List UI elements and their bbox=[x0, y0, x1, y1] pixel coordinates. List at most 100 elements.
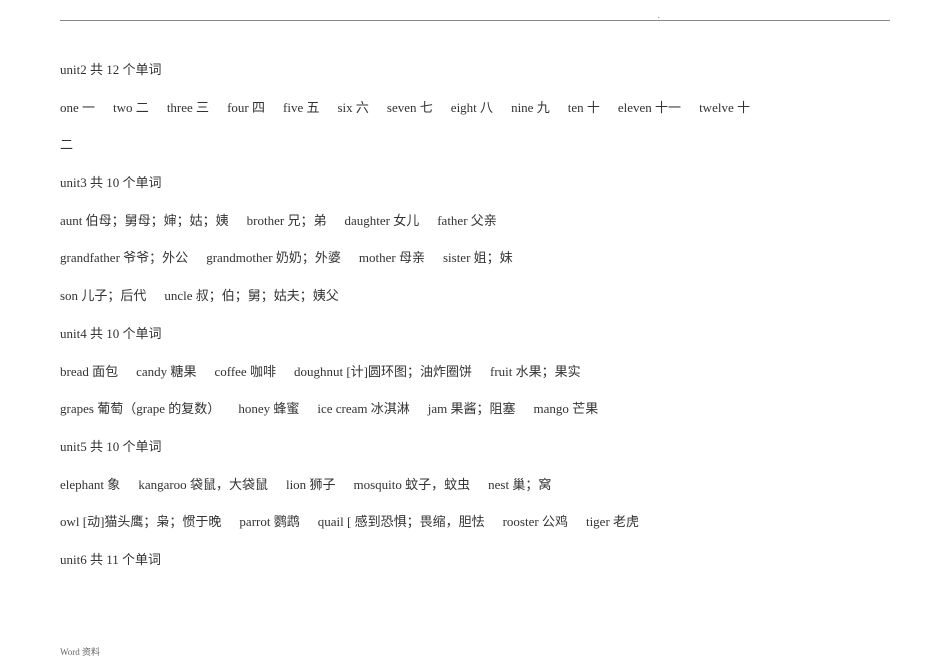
vocab-word: father bbox=[437, 213, 467, 228]
vocab-line: one 一two 二three 三four 四five 五six 六seven … bbox=[60, 89, 890, 127]
vocab-entry: eleven 十一 bbox=[618, 100, 681, 115]
vocab-entry: owl [动]猫头鹰；枭；惯于晚 bbox=[60, 514, 221, 529]
vocab-def: 冰淇淋 bbox=[371, 401, 410, 416]
vocab-word: mother bbox=[359, 250, 396, 265]
vocab-word: jam bbox=[428, 401, 448, 416]
vocab-def: 十 bbox=[587, 100, 600, 115]
vocab-word: nine bbox=[511, 100, 533, 115]
vocab-def: 姐；妹 bbox=[474, 250, 513, 265]
vocab-entry: nest 巢；窝 bbox=[488, 477, 551, 492]
content-body: unit2 共 12 个单词 one 一two 二three 三four 四fi… bbox=[60, 51, 890, 579]
vocab-word: son bbox=[60, 288, 78, 303]
vocab-def: 女儿 bbox=[393, 213, 419, 228]
vocab-def: 糖果 bbox=[170, 364, 196, 379]
vocab-def: 奶奶；外婆 bbox=[276, 250, 341, 265]
vocab-word: bread bbox=[60, 364, 89, 379]
vocab-def: 六 bbox=[356, 100, 369, 115]
vocab-def: 面包 bbox=[92, 364, 118, 379]
vocab-def: 公鸡 bbox=[542, 514, 568, 529]
vocab-def: 水果；果实 bbox=[516, 364, 581, 379]
vocab-word: daughter bbox=[344, 213, 389, 228]
vocab-word: nest bbox=[488, 477, 509, 492]
vocab-word: six bbox=[337, 100, 352, 115]
vocab-word: grandfather bbox=[60, 250, 120, 265]
vocab-word: honey bbox=[238, 401, 270, 416]
vocab-def: 十一 bbox=[655, 100, 681, 115]
vocab-entry: aunt 伯母；舅母；婶；姑；姨 bbox=[60, 213, 229, 228]
vocab-word: mango bbox=[534, 401, 569, 416]
vocab-def: [动]猫头鹰；枭；惯于晚 bbox=[83, 514, 222, 529]
vocab-entry: four 四 bbox=[227, 100, 265, 115]
vocab-def: 二 bbox=[136, 100, 149, 115]
vocab-def: 母亲 bbox=[399, 250, 425, 265]
vocab-word: mosquito bbox=[353, 477, 401, 492]
vocab-word: twelve bbox=[699, 100, 734, 115]
vocab-def: 十 bbox=[737, 100, 750, 115]
vocab-def: [计]圆环图；油炸圈饼 bbox=[346, 364, 472, 379]
vocab-word: three bbox=[167, 100, 193, 115]
vocab-def: 叔；伯；舅；姑夫；姨父 bbox=[196, 288, 339, 303]
vocab-entry: tiger 老虎 bbox=[586, 514, 639, 529]
vocab-entry: jam 果酱；阻塞 bbox=[428, 401, 516, 416]
vocab-word: kangaroo bbox=[138, 477, 186, 492]
vocab-def: 果酱；阻塞 bbox=[451, 401, 516, 416]
vocab-entry: mosquito 蚊子，蚊虫 bbox=[353, 477, 470, 492]
vocab-word: eleven bbox=[618, 100, 652, 115]
vocab-def: [ 感到恐惧；畏缩，胆怯 bbox=[347, 514, 485, 529]
vocab-entry: ten 十 bbox=[568, 100, 600, 115]
vocab-def: 七 bbox=[420, 100, 433, 115]
vocab-entry: mother 母亲 bbox=[359, 250, 425, 265]
vocab-def: 老虎 bbox=[613, 514, 639, 529]
vocab-entry: uncle 叔；伯；舅；姑夫；姨父 bbox=[164, 288, 338, 303]
vocab-word: candy bbox=[136, 364, 167, 379]
vocab-entry: seven 七 bbox=[387, 100, 433, 115]
unit-title: unit6 共 11 个单词 bbox=[60, 541, 890, 579]
vocab-entry: kangaroo 袋鼠，大袋鼠 bbox=[138, 477, 268, 492]
vocab-line: bread 面包candy 糖果coffee 咖啡doughnut [计]圆环图… bbox=[60, 353, 890, 391]
vocab-entry: parrot 鹦鹉 bbox=[239, 514, 299, 529]
vocab-entry: 二 bbox=[60, 137, 73, 152]
vocab-def: 爷爷；外公 bbox=[123, 250, 188, 265]
vocab-entry: mango 芒果 bbox=[534, 401, 599, 416]
vocab-word: doughnut bbox=[294, 364, 343, 379]
vocab-word: quail bbox=[318, 514, 344, 529]
vocab-entry: rooster 公鸡 bbox=[503, 514, 568, 529]
vocab-entry: six 六 bbox=[337, 100, 368, 115]
document-page: unit2 共 12 个单词 one 一two 二three 三four 四fi… bbox=[0, 0, 950, 579]
vocab-def: 鹦鹉 bbox=[274, 514, 300, 529]
vocab-word: grandmother bbox=[206, 250, 272, 265]
vocab-def: 父亲 bbox=[471, 213, 497, 228]
vocab-entry: quail [ 感到恐惧；畏缩，胆怯 bbox=[318, 514, 485, 529]
vocab-entry: nine 九 bbox=[511, 100, 550, 115]
vocab-entry: sister 姐；妹 bbox=[443, 250, 513, 265]
vocab-def: 袋鼠，大袋鼠 bbox=[190, 477, 268, 492]
vocab-word: aunt bbox=[60, 213, 82, 228]
vocab-word: 二 bbox=[60, 137, 73, 152]
vocab-word: parrot bbox=[239, 514, 270, 529]
vocab-word: coffee bbox=[214, 364, 246, 379]
vocab-word: grapes bbox=[60, 401, 94, 416]
vocab-line: aunt 伯母；舅母；婶；姑；姨 brother 兄；弟 daughter 女儿 fa… bbox=[60, 202, 890, 240]
vocab-entry: fruit 水果；果实 bbox=[490, 364, 581, 379]
vocab-entry: eight 八 bbox=[451, 100, 493, 115]
unit-title: unit4 共 10 个单词 bbox=[60, 315, 890, 353]
vocab-def: 芒果 bbox=[572, 401, 598, 416]
vocab-line: grandfather 爷爷；外公 grandmother 奶奶；外婆 mother… bbox=[60, 239, 890, 277]
vocab-word: seven bbox=[387, 100, 417, 115]
vocab-word: four bbox=[227, 100, 249, 115]
vocab-entry: father 父亲 bbox=[437, 213, 497, 228]
vocab-line: elephant 象kangaroo 袋鼠，大袋鼠lion 狮子mosquito… bbox=[60, 466, 890, 504]
vocab-word: tiger bbox=[586, 514, 610, 529]
vocab-word: ice cream bbox=[317, 401, 367, 416]
vocab-def: 蚊子，蚊虫 bbox=[405, 477, 470, 492]
vocab-entry: one 一 bbox=[60, 100, 95, 115]
vocab-def: 兄；弟 bbox=[287, 213, 326, 228]
vocab-def: 八 bbox=[480, 100, 493, 115]
vocab-entry: elephant 象 bbox=[60, 477, 120, 492]
vocab-def: 九 bbox=[537, 100, 550, 115]
vocab-def: 狮子 bbox=[309, 477, 335, 492]
vocab-word: ten bbox=[568, 100, 584, 115]
vocab-word: sister bbox=[443, 250, 470, 265]
vocab-line: 二 bbox=[60, 126, 890, 164]
vocab-word: brother bbox=[247, 213, 285, 228]
